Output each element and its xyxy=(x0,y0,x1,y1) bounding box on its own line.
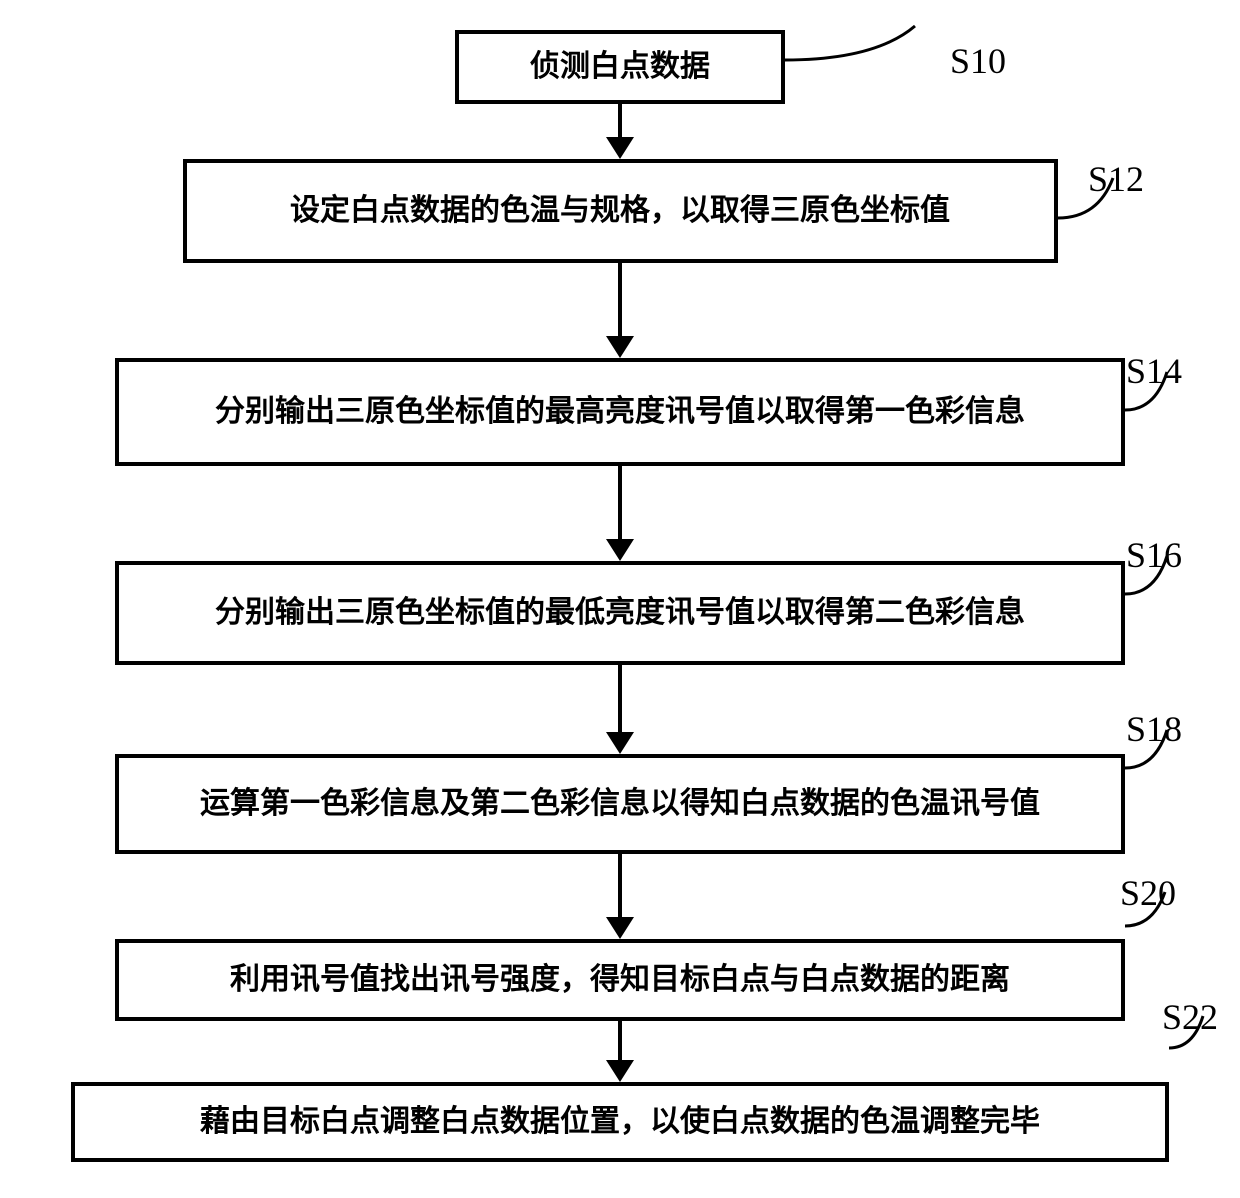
arrow-down-icon xyxy=(606,1021,634,1082)
step-label-s16: S16 xyxy=(1126,534,1182,576)
step-row: 侦测白点数据 xyxy=(60,30,1180,104)
step-id: S20 xyxy=(1120,873,1176,913)
step-box-s14: 分别输出三原色坐标值的最高亮度讯号值以取得第一色彩信息 xyxy=(115,358,1125,466)
step-label-s22: S22 xyxy=(1162,996,1218,1038)
step-row: 分别输出三原色坐标值的最高亮度讯号值以取得第一色彩信息 xyxy=(60,358,1180,466)
step-text: 设定白点数据的色温与规格，以取得三原色坐标值 xyxy=(290,193,950,229)
arrow-down-icon xyxy=(606,104,634,159)
step-label-s10: S10 xyxy=(950,40,1006,82)
step-label-s14: S14 xyxy=(1126,350,1182,392)
arrow-down-icon xyxy=(606,854,634,939)
flowchart-container: 侦测白点数据 设定白点数据的色温与规格，以取得三原色坐标值 分别输出三原色坐标值… xyxy=(60,30,1180,1162)
arrow-down-icon xyxy=(606,466,634,561)
arrow-row xyxy=(60,665,1180,754)
step-row: 分别输出三原色坐标值的最低亮度讯号值以取得第二色彩信息 xyxy=(60,561,1180,665)
arrow-down-icon xyxy=(606,263,634,358)
step-text: 分别输出三原色坐标值的最低亮度讯号值以取得第二色彩信息 xyxy=(215,595,1025,631)
step-label-s12: S12 xyxy=(1088,158,1144,200)
step-id: S22 xyxy=(1162,997,1218,1037)
arrow-row xyxy=(60,466,1180,561)
step-id: S10 xyxy=(950,41,1006,81)
arrow-row xyxy=(60,104,1180,159)
step-box-s10: 侦测白点数据 xyxy=(455,30,785,104)
arrow-row xyxy=(60,854,1180,939)
step-row: 设定白点数据的色温与规格，以取得三原色坐标值 xyxy=(60,159,1180,263)
step-box-s12: 设定白点数据的色温与规格，以取得三原色坐标值 xyxy=(183,159,1058,263)
arrow-row xyxy=(60,1021,1180,1082)
step-id: S14 xyxy=(1126,351,1182,391)
step-text: 利用讯号值找出讯号强度，得知目标白点与白点数据的距离 xyxy=(230,962,1010,998)
step-row: 利用讯号值找出讯号强度，得知目标白点与白点数据的距离 xyxy=(60,939,1180,1021)
step-box-s18: 运算第一色彩信息及第二色彩信息以得知白点数据的色温讯号值 xyxy=(115,754,1125,854)
step-id: S18 xyxy=(1126,709,1182,749)
step-box-s22: 藉由目标白点调整白点数据位置，以使白点数据的色温调整完毕 xyxy=(71,1082,1169,1162)
connector-s10 xyxy=(785,32,955,92)
step-text: 分别输出三原色坐标值的最高亮度讯号值以取得第一色彩信息 xyxy=(215,394,1025,430)
arrow-down-icon xyxy=(606,665,634,754)
step-box-s20: 利用讯号值找出讯号强度，得知目标白点与白点数据的距离 xyxy=(115,939,1125,1021)
step-label-s20: S20 xyxy=(1120,872,1176,914)
arrow-row xyxy=(60,263,1180,358)
step-box-s16: 分别输出三原色坐标值的最低亮度讯号值以取得第二色彩信息 xyxy=(115,561,1125,665)
step-text: 藉由目标白点调整白点数据位置，以使白点数据的色温调整完毕 xyxy=(200,1104,1040,1140)
step-id: S12 xyxy=(1088,159,1144,199)
step-id: S16 xyxy=(1126,535,1182,575)
step-row: 运算第一色彩信息及第二色彩信息以得知白点数据的色温讯号值 xyxy=(60,754,1180,854)
step-text: 运算第一色彩信息及第二色彩信息以得知白点数据的色温讯号值 xyxy=(200,786,1040,822)
step-label-s18: S18 xyxy=(1126,708,1182,750)
step-row: 藉由目标白点调整白点数据位置，以使白点数据的色温调整完毕 xyxy=(60,1082,1180,1162)
step-text: 侦测白点数据 xyxy=(530,49,710,85)
